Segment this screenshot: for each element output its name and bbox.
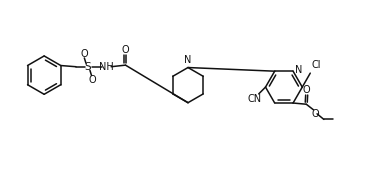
Text: S: S [84, 62, 91, 72]
Text: O: O [88, 75, 96, 85]
Text: O: O [303, 85, 311, 95]
Text: O: O [312, 109, 319, 119]
Text: N: N [295, 65, 302, 75]
Text: O: O [80, 49, 88, 59]
Text: CN: CN [247, 94, 262, 104]
Text: NH: NH [99, 62, 114, 72]
Text: N: N [184, 55, 192, 65]
Text: Cl: Cl [312, 60, 321, 70]
Text: O: O [122, 45, 129, 55]
